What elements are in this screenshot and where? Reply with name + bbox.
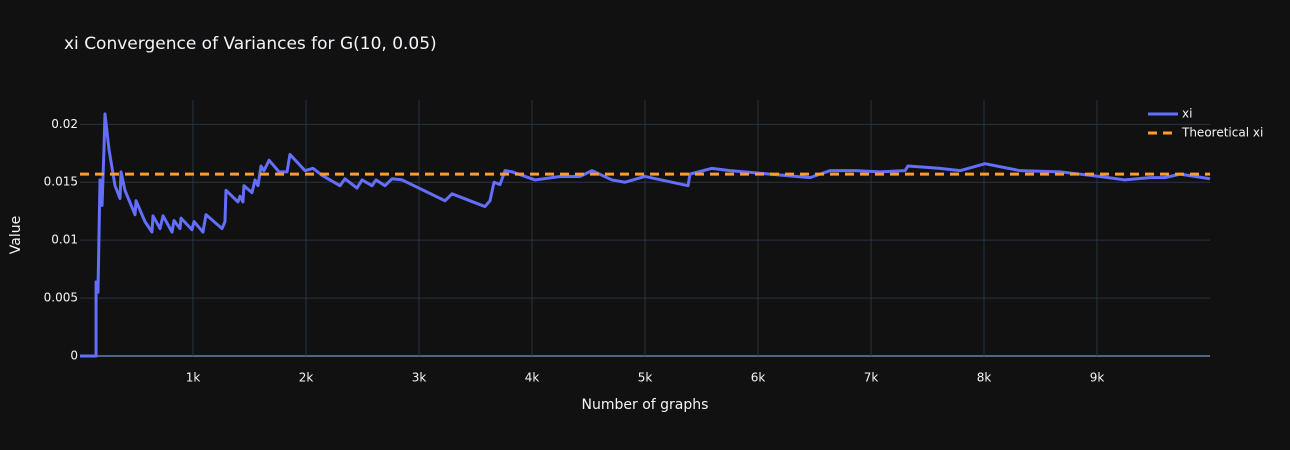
chart-title: xi Convergence of Variances for G(10, 0.… bbox=[64, 34, 437, 54]
x-axis-label: Number of graphs bbox=[582, 397, 709, 413]
x-tick-label: 3k bbox=[412, 371, 427, 385]
x-tick-label: 7k bbox=[864, 371, 879, 385]
legend-label: Theoretical xi bbox=[1181, 126, 1263, 140]
y-tick-label: 0 bbox=[70, 349, 78, 363]
legend-label: xi bbox=[1182, 107, 1192, 121]
x-tick-label: 1k bbox=[186, 371, 201, 385]
x-tick-label: 8k bbox=[977, 371, 992, 385]
x-tick-label: 9k bbox=[1090, 371, 1105, 385]
x-tick-label: 4k bbox=[525, 371, 540, 385]
y-tick-label: 0.02 bbox=[51, 117, 78, 131]
y-tick-label: 0.015 bbox=[44, 175, 78, 189]
y-axis-label: Value bbox=[8, 216, 24, 254]
x-tick-label: 6k bbox=[751, 371, 766, 385]
x-tick-label: 5k bbox=[638, 371, 653, 385]
y-tick-label: 0.005 bbox=[44, 291, 78, 305]
x-tick-label: 2k bbox=[299, 371, 314, 385]
y-tick-label: 0.01 bbox=[51, 233, 78, 247]
